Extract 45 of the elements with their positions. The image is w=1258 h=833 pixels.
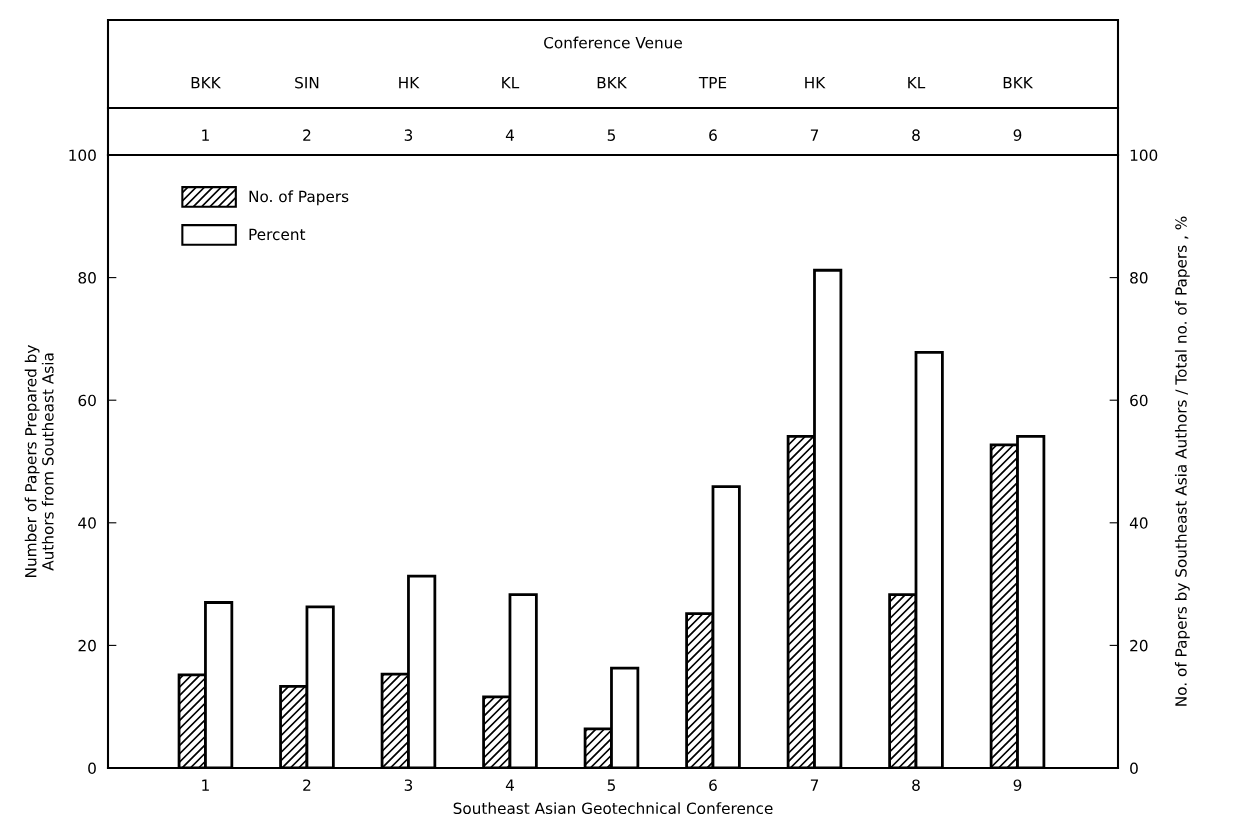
y-tick-label: 0 (88, 762, 96, 775)
category-label: 2 (303, 129, 311, 141)
text: HK (805, 77, 826, 89)
y-tick-label: 40 (78, 517, 96, 529)
x-axis-title: Southeast Asian Geotechnical Conference (453, 802, 773, 815)
x-tick-label: 6 (709, 779, 717, 791)
x-tick-label: 2 (303, 779, 311, 791)
category-label: 1 (202, 129, 209, 141)
category-label: 9 (1013, 129, 1022, 141)
category-label: 7 (810, 129, 819, 141)
x-tick-label: 4 (505, 779, 514, 791)
x-tick-label: 7 (810, 779, 819, 791)
y2-tick-label: 0 (1130, 762, 1138, 775)
x-tick-label: 1 (202, 779, 209, 791)
y2-tick-label: 80 (1130, 272, 1148, 284)
text: BKK (191, 77, 222, 89)
legend-label: No. of Papers (249, 190, 349, 206)
category-label: 4 (505, 129, 514, 141)
text: KL (502, 77, 520, 89)
y-tick-label: 80 (78, 272, 96, 284)
y2-tick-label: 100 (1130, 149, 1158, 162)
x-tick-label: 5 (607, 779, 615, 791)
y2-tick-label: 40 (1129, 517, 1148, 529)
text: BKK (1003, 77, 1034, 89)
category-label: 5 (607, 129, 615, 141)
text: BKK (597, 77, 628, 89)
category-label: 8 (912, 129, 920, 141)
x-tick-label: 8 (912, 779, 920, 791)
text: KL (908, 77, 926, 89)
y2-tick-label: 60 (1130, 394, 1148, 407)
text: HK (399, 77, 420, 89)
x2-axis-title: Conference Venue (544, 36, 682, 49)
x-tick-label: 9 (1013, 779, 1022, 791)
y2-tick-label: 20 (1130, 639, 1148, 652)
y-tick-label: 20 (78, 639, 96, 652)
text: SIN (295, 76, 319, 89)
y-axis-title: Number of Papers Prepared by Authors from Southeast Asia (24, 345, 54, 577)
legend-label: Percent (249, 228, 306, 241)
text: TPE (698, 77, 727, 89)
x-tick-label: 3 (404, 779, 413, 791)
y-tick-label: 100 (69, 149, 96, 162)
category-label: 6 (709, 129, 717, 141)
category-label: 3 (404, 129, 413, 141)
y2-axis-title: No. of Papers by Southeast Asia Authors / Total no. of Papers , % (1174, 216, 1190, 706)
y-tick-label: 60 (78, 394, 96, 407)
